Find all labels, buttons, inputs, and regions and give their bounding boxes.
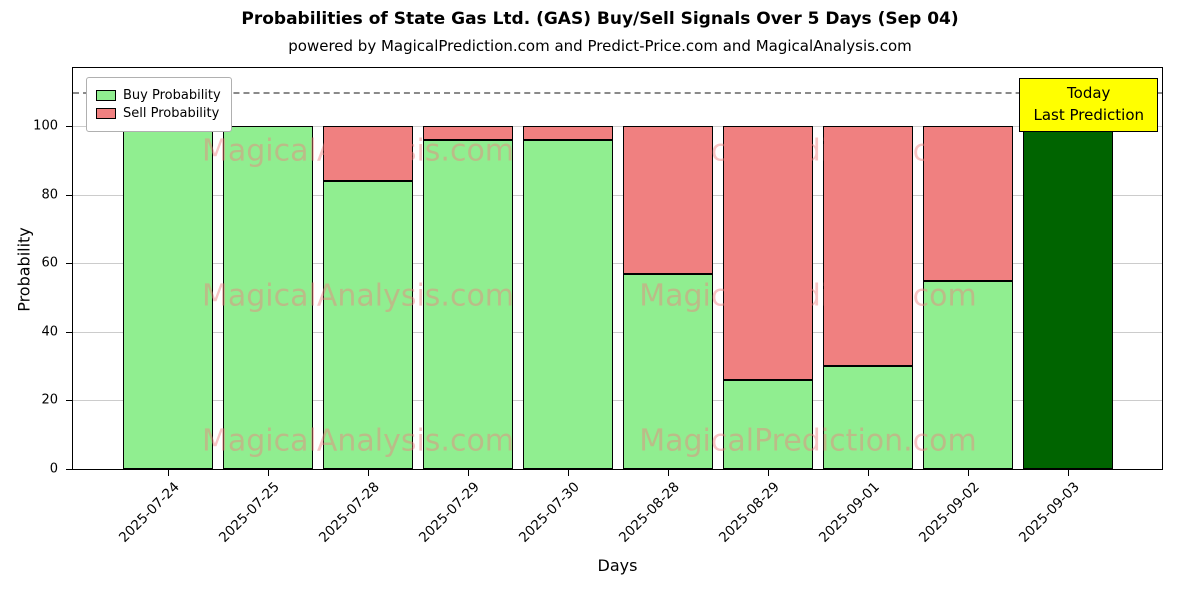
bar-buy-segment — [622, 273, 713, 469]
x-tick-mark — [267, 470, 269, 476]
bar-sell-segment — [522, 126, 613, 140]
y-tick-label: 0 — [49, 461, 58, 477]
chart-subtitle: powered by MagicalPrediction.com and Pre… — [288, 37, 912, 55]
bar-sell-segment — [622, 126, 713, 274]
bar-buy-segment — [322, 181, 413, 469]
x-tick-label-text: 2025-08-29 — [716, 479, 783, 546]
y-tick-label: 80 — [41, 187, 58, 203]
x-tick-mark — [1067, 470, 1069, 476]
gridline-y-80 — [73, 194, 1162, 196]
legend-label-sell: Sell Probability — [123, 106, 220, 121]
y-tick-mark — [66, 331, 72, 333]
bar-sell-segment — [722, 126, 813, 380]
x-tick-mark — [467, 470, 469, 476]
bar-buy-segment — [222, 126, 313, 469]
y-tick-mark — [66, 126, 72, 128]
sell-color-swatch — [96, 108, 116, 119]
x-tick-mark — [567, 470, 569, 476]
bar-buy-segment — [422, 139, 513, 469]
plot-area: Buy Probability Sell Probability Today L… — [72, 67, 1163, 470]
gridline-y-40 — [73, 331, 1162, 333]
y-tick-label: 60 — [41, 255, 58, 271]
bar-sell-segment — [322, 126, 413, 182]
x-tick-label-text: 2025-07-24 — [116, 479, 183, 546]
x-tick-label-text: 2025-08-28 — [616, 479, 683, 546]
bar-sell-segment — [822, 126, 913, 367]
x-tick-label-text: 2025-09-01 — [816, 479, 883, 546]
bar-buy-segment — [822, 366, 913, 469]
buy-color-swatch — [96, 90, 116, 101]
y-tick-label: 40 — [41, 324, 58, 340]
today-annotation-line2: Last Prediction — [1033, 105, 1144, 124]
bar-sell-segment — [422, 126, 513, 140]
x-tick-label-text: 2025-07-25 — [216, 479, 283, 546]
bar-buy-segment — [722, 379, 813, 469]
y-tick-mark — [66, 194, 72, 196]
gridline-y-20 — [73, 400, 1162, 402]
bar-sell-segment — [922, 126, 1013, 281]
legend-row-sell: Sell Probability — [96, 106, 221, 121]
bar-buy-segment — [522, 139, 613, 469]
y-tick-label: 20 — [41, 392, 58, 408]
bar-buy-segment — [1022, 126, 1113, 469]
chart-title: Probabilities of State Gas Ltd. (GAS) Bu… — [241, 9, 959, 29]
today-annotation-line1: Today — [1067, 84, 1111, 102]
x-tick-mark — [967, 470, 969, 476]
legend-row-buy: Buy Probability — [96, 88, 221, 103]
x-tick-mark — [867, 470, 869, 476]
gridline-y-100 — [73, 126, 1162, 128]
x-tick-label-text: 2025-07-29 — [416, 479, 483, 546]
y-tick-mark — [66, 263, 72, 265]
x-tick-mark — [767, 470, 769, 476]
y-tick-mark — [66, 469, 72, 470]
x-tick-label-text: 2025-07-28 — [316, 479, 383, 546]
dashed-threshold-line — [73, 91, 1162, 94]
x-axis-title: Days — [597, 556, 638, 575]
gridline-y-60 — [73, 263, 1162, 265]
x-tick-mark — [367, 470, 369, 476]
legend-label-buy: Buy Probability — [123, 88, 221, 103]
y-tick-mark — [66, 400, 72, 402]
x-tick-label-text: 2025-09-02 — [916, 479, 983, 546]
x-tick-mark — [167, 470, 169, 476]
bar-buy-segment — [922, 280, 1013, 469]
bar-buy-segment — [122, 126, 213, 469]
y-tick-label: 100 — [33, 118, 58, 134]
today-annotation: Today Last Prediction — [1019, 78, 1158, 132]
x-tick-label-text: 2025-09-03 — [1016, 479, 1083, 546]
legend: Buy Probability Sell Probability — [86, 77, 232, 132]
x-tick-label-text: 2025-07-30 — [516, 479, 583, 546]
x-tick-mark — [667, 470, 669, 476]
